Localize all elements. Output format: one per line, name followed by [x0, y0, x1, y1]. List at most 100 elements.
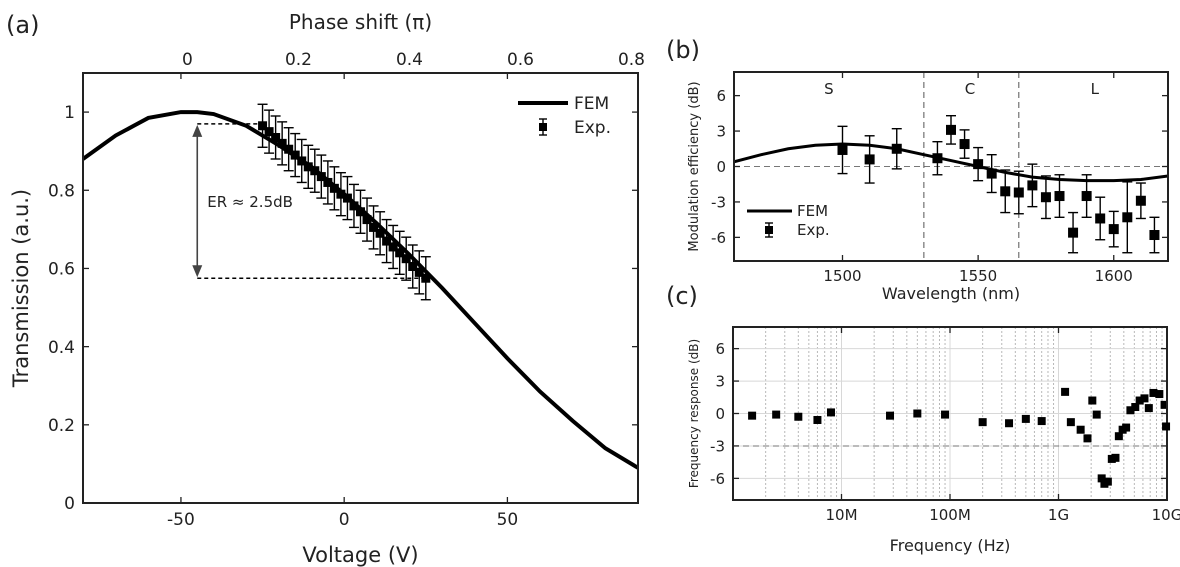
- data-point-marker: [1092, 410, 1101, 419]
- y-tick-label: 0.6: [48, 260, 75, 280]
- data-point-marker: [1000, 186, 1011, 197]
- x-axis-label: Voltage (V): [302, 543, 418, 567]
- data-point-marker: [1095, 213, 1106, 224]
- data-point-marker: [316, 172, 326, 182]
- data-point-marker: [1005, 419, 1014, 428]
- data-point-marker: [375, 228, 385, 238]
- data-point-marker: [1108, 224, 1119, 235]
- y-tick-label: 3: [715, 372, 725, 390]
- data-point-marker: [1135, 195, 1146, 206]
- data-point-marker: [329, 183, 339, 193]
- data-point-marker: [1135, 396, 1144, 405]
- y-axis-label: Modulation efficiency (dB): [687, 81, 702, 251]
- data-point-marker: [1103, 477, 1112, 486]
- panel-label: (a): [6, 11, 39, 39]
- panel-b-modulation-efficiency: S C L 1500 1550 1600 -6 -3 0 3 6 Wavelength (nm) Mod…: [666, 36, 1169, 303]
- data-point-marker: [864, 154, 875, 165]
- y-tick-label: 0.2: [48, 416, 75, 436]
- data-point-marker: [1155, 390, 1164, 399]
- data-point-marker: [1037, 417, 1046, 426]
- y-tick-label: 0.4: [48, 338, 75, 358]
- data-point-marker: [349, 201, 359, 211]
- panel-c-frequency-response: 10M 100M 1G 10G -6 -3 0 3 6 Frequency (Hz) Frequen…: [666, 282, 1180, 555]
- data-point-marker: [1061, 387, 1070, 396]
- y-tick-label: 1: [64, 103, 75, 123]
- data-point-marker: [277, 138, 287, 148]
- data-point-marker: [290, 150, 300, 160]
- data-point-marker: [362, 215, 372, 225]
- data-point-marker: [395, 248, 405, 258]
- x-tick-label: 100M: [929, 506, 971, 524]
- data-point-marker: [1131, 403, 1140, 412]
- legend-label: FEM: [574, 94, 609, 114]
- fem-line: [83, 110, 638, 470]
- data-point-marker: [284, 144, 294, 154]
- y-tick-label: -6: [710, 470, 725, 488]
- data-point-marker: [1054, 191, 1065, 202]
- y-tick-label: -3: [711, 193, 726, 211]
- data-point-marker: [1160, 400, 1167, 409]
- data-point-marker: [1083, 434, 1092, 443]
- data-point-marker: [891, 143, 902, 154]
- legend-marker-swatch: [765, 226, 773, 234]
- data-point-marker: [1114, 432, 1123, 441]
- data-point-marker: [1068, 227, 1079, 238]
- er-arrow-head-down: [192, 265, 203, 278]
- top-x-tick-label: 0.8: [618, 50, 645, 70]
- band-label: S: [824, 80, 834, 98]
- y-tick-label: 0: [64, 494, 75, 514]
- y-axis-label: Frequency response (dB): [687, 339, 701, 488]
- legend-label: FEM: [797, 202, 828, 220]
- x-tick-label: 50: [497, 510, 519, 530]
- data-point-marker: [1162, 422, 1171, 431]
- data-point-marker: [401, 254, 411, 264]
- data-point-marker: [1021, 414, 1030, 423]
- y-tick-label: 0.8: [48, 181, 75, 201]
- data-point-marker: [1122, 212, 1133, 223]
- x-tick-label: 0: [339, 510, 350, 530]
- data-point-marker: [941, 410, 950, 419]
- data-point-marker: [388, 242, 398, 252]
- data-point-marker: [1088, 396, 1097, 405]
- data-point-marker: [986, 168, 997, 179]
- data-point-marker: [323, 177, 333, 187]
- data-point-marker: [973, 159, 984, 170]
- er-annotation-text: ER ≈ 2.5dB: [207, 193, 293, 211]
- data-point-marker: [271, 133, 281, 142]
- panel-label: (b): [666, 36, 700, 64]
- y-axis-label: Transmission (a.u.): [9, 189, 33, 388]
- legend-label: Exp.: [574, 118, 611, 138]
- fem-line: [734, 142, 1168, 183]
- data-point-marker: [1097, 474, 1106, 483]
- legend-marker-swatch: [539, 123, 547, 131]
- data-point-marker: [408, 262, 418, 271]
- data-point-marker: [1111, 453, 1120, 462]
- data-point-marker: [1066, 418, 1075, 427]
- data-point-marker: [932, 153, 943, 164]
- band-label: C: [965, 80, 975, 98]
- top-x-tick-label: 0.4: [396, 50, 423, 70]
- data-point-marker: [978, 418, 987, 427]
- data-point-marker: [794, 412, 803, 421]
- data-point-marker: [826, 408, 835, 417]
- band-label: L: [1091, 80, 1100, 98]
- x-tick-label: 1600: [1095, 267, 1133, 285]
- data-point-marker: [772, 410, 781, 419]
- x-axis-label: Wavelength (nm): [882, 284, 1020, 303]
- data-point-marker: [748, 411, 757, 420]
- data-point-marker: [946, 124, 956, 135]
- data-point-marker: [1122, 423, 1131, 432]
- data-point-marker: [1027, 180, 1038, 191]
- top-x-axis-label: Phase shift (π): [289, 10, 432, 34]
- data-point-marker: [1081, 191, 1092, 202]
- data-point-marker: [258, 121, 268, 131]
- panel-a-transmission-vs-voltage: -50 0 50 0 0.2 0.4 0.6 0.8 1 Voltage (V) Transmiss…: [6, 10, 645, 567]
- data-point-marker: [303, 162, 313, 172]
- data-point-marker: [414, 267, 424, 277]
- y-tick-label: 0: [715, 405, 725, 423]
- data-point-marker: [886, 411, 895, 420]
- data-point-marker: [1040, 192, 1051, 203]
- top-x-tick-label: 0.6: [507, 50, 534, 70]
- x-tick-label: 1550: [959, 267, 997, 285]
